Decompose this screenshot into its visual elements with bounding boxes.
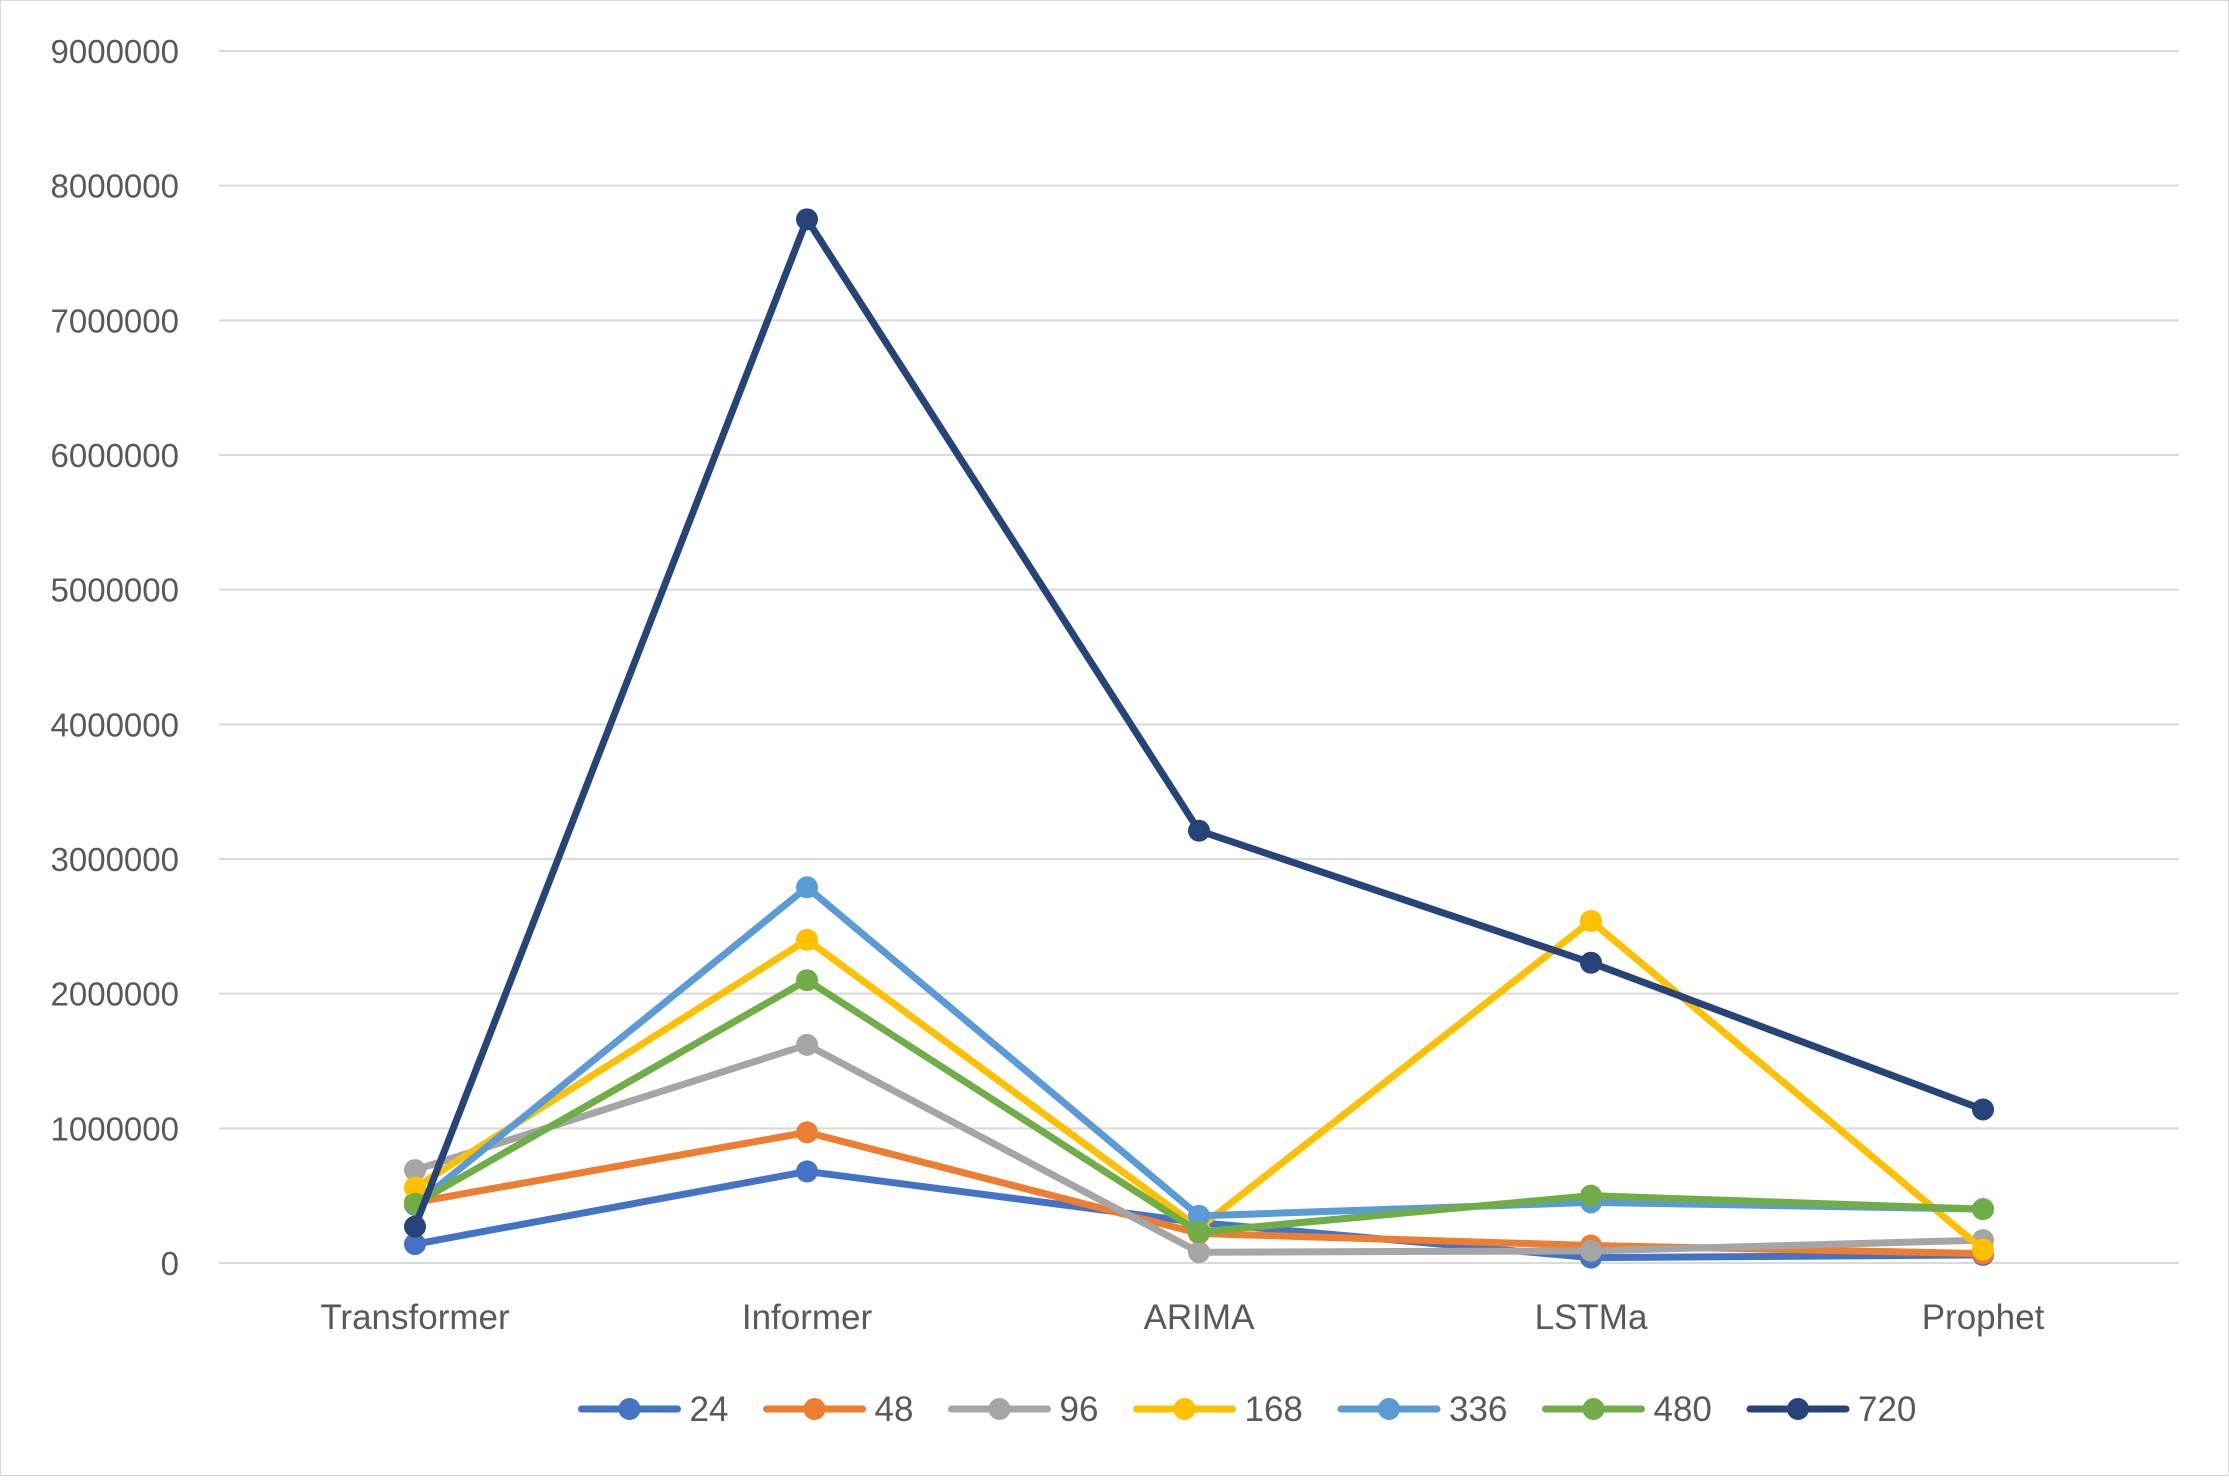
data-point: [1972, 1098, 1994, 1121]
y-tick-label: 0: [161, 1245, 179, 1282]
y-tick-label: 2000000: [51, 976, 179, 1013]
y-tick-label: 5000000: [51, 572, 179, 609]
data-point: [796, 1160, 818, 1183]
legend: 24 48 96 168 336 480 720: [578, 1390, 1916, 1429]
legend-label: 336: [1449, 1390, 1507, 1429]
data-point: [796, 969, 818, 992]
data-point: [1580, 909, 1602, 932]
data-point: [1580, 1239, 1602, 1262]
data-point: [1188, 1204, 1210, 1227]
y-tick-label: 3000000: [51, 841, 179, 878]
legend-swatch-marker: [1787, 1398, 1809, 1420]
legend-label: 720: [1858, 1390, 1916, 1429]
y-tick-label: 8000000: [51, 168, 179, 205]
legend-swatch-marker: [988, 1398, 1011, 1420]
data-point: [404, 1176, 426, 1199]
data-point: [404, 1233, 426, 1256]
data-point: [796, 1033, 818, 1056]
x-category-label: LSTMa: [1535, 1298, 1648, 1337]
legend-swatch-marker: [1378, 1398, 1400, 1420]
data-point: [1972, 1238, 1994, 1261]
legend-label: 24: [690, 1390, 729, 1429]
legend-label: 480: [1654, 1390, 1712, 1429]
data-point: [1188, 1221, 1210, 1244]
y-tick-label: 7000000: [51, 302, 179, 339]
y-tick-label: 4000000: [51, 706, 179, 743]
series-480: [404, 969, 1994, 1244]
series-720: [404, 208, 1994, 1238]
data-point: [796, 876, 818, 899]
legend-item-720: 720: [1746, 1390, 1916, 1429]
series-line: [411, 215, 1987, 1231]
data-point: [1188, 1241, 1210, 1264]
data-point: [796, 928, 818, 951]
legend-item-480: 480: [1542, 1390, 1712, 1429]
data-point: [1580, 1184, 1602, 1207]
y-tick-label: 6000000: [51, 437, 179, 474]
gridlines: [219, 50, 2179, 1264]
y-tick-label: 9000000: [51, 33, 179, 70]
y-axis-tick-labels: 0 1000000 2000000 3000000 4000000 5000000 6000…: [51, 33, 179, 1282]
legend-label: 96: [1060, 1390, 1099, 1429]
data-point: [1580, 951, 1602, 974]
legend-item-96: 96: [948, 1390, 1099, 1429]
y-tick-label: 1000000: [51, 1110, 179, 1147]
series-lines: [404, 208, 1994, 1269]
data-point: [404, 1159, 426, 1182]
legend-swatch-marker: [1173, 1398, 1196, 1420]
legend-swatch-marker: [1582, 1398, 1605, 1420]
legend-item-336: 336: [1337, 1390, 1507, 1429]
data-point: [796, 208, 818, 231]
series-336: [404, 876, 1994, 1227]
x-category-label: Informer: [742, 1298, 873, 1337]
legend-label: 168: [1245, 1390, 1303, 1429]
legend-label: 48: [875, 1390, 914, 1429]
x-category-label: Prophet: [1922, 1298, 2045, 1337]
data-point: [1972, 1198, 1994, 1221]
legend-swatch-marker: [618, 1398, 641, 1420]
data-point: [1188, 819, 1210, 842]
legend-item-24: 24: [578, 1390, 729, 1429]
legend-item-168: 168: [1133, 1390, 1303, 1429]
x-axis-category-labels: Transformer Informer ARIMA LSTMa Prophet: [320, 1298, 2044, 1337]
x-category-label: ARIMA: [1144, 1298, 1256, 1337]
data-point: [796, 1121, 818, 1144]
legend-swatch-marker: [803, 1398, 826, 1420]
x-category-label: Transformer: [320, 1298, 510, 1337]
data-point: [404, 1215, 426, 1238]
legend-item-48: 48: [763, 1390, 914, 1429]
